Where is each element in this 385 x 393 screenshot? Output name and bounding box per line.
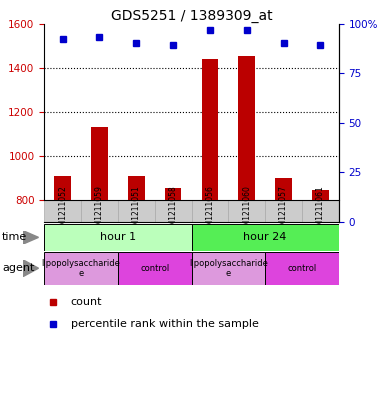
- Text: GSM1211058: GSM1211058: [169, 185, 177, 237]
- Text: count: count: [71, 297, 102, 307]
- Text: lipopolysaccharide
e: lipopolysaccharide e: [42, 259, 121, 278]
- Bar: [275, 178, 292, 200]
- Bar: [302, 200, 339, 222]
- Bar: [118, 200, 155, 222]
- Bar: [192, 252, 265, 285]
- Text: control: control: [140, 264, 169, 273]
- Polygon shape: [23, 231, 38, 244]
- Text: percentile rank within the sample: percentile rank within the sample: [71, 319, 259, 329]
- Bar: [165, 188, 181, 200]
- Text: GSM1211051: GSM1211051: [132, 185, 141, 237]
- Bar: [192, 200, 228, 222]
- Bar: [238, 55, 255, 200]
- Bar: [202, 59, 218, 200]
- Text: GSM1211060: GSM1211060: [242, 185, 251, 237]
- Bar: [44, 224, 192, 251]
- Text: control: control: [287, 264, 316, 273]
- Bar: [192, 224, 339, 251]
- Polygon shape: [23, 260, 38, 277]
- Bar: [81, 200, 118, 222]
- Bar: [128, 176, 145, 200]
- Bar: [228, 200, 265, 222]
- Bar: [91, 127, 108, 200]
- Text: GSM1211056: GSM1211056: [206, 185, 214, 237]
- Text: hour 24: hour 24: [243, 232, 287, 242]
- Text: GSM1211061: GSM1211061: [316, 185, 325, 237]
- Bar: [54, 176, 71, 200]
- Bar: [155, 200, 192, 222]
- Text: GSM1211052: GSM1211052: [58, 185, 67, 237]
- Text: hour 1: hour 1: [100, 232, 136, 242]
- Bar: [265, 252, 339, 285]
- Bar: [118, 252, 192, 285]
- Title: GDS5251 / 1389309_at: GDS5251 / 1389309_at: [111, 9, 272, 22]
- Bar: [312, 190, 329, 200]
- Bar: [44, 252, 118, 285]
- Text: GSM1211057: GSM1211057: [279, 185, 288, 237]
- Text: lipopolysaccharide
e: lipopolysaccharide e: [189, 259, 268, 278]
- Text: agent: agent: [2, 263, 34, 273]
- Bar: [265, 200, 302, 222]
- Text: GSM1211059: GSM1211059: [95, 185, 104, 237]
- Text: time: time: [2, 232, 27, 242]
- Bar: [44, 200, 81, 222]
